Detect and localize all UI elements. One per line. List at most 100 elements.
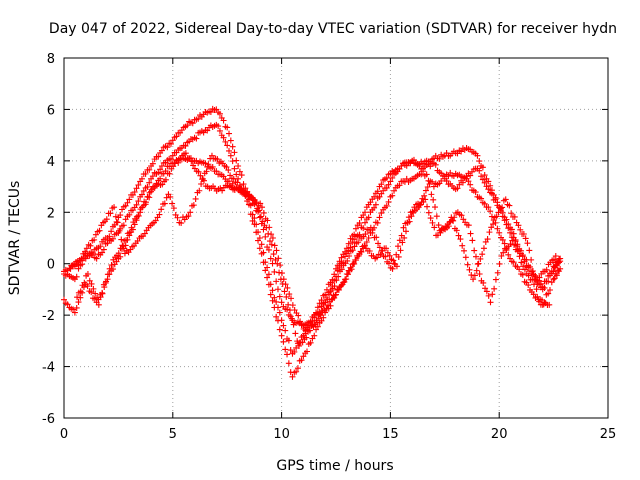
data-point <box>283 293 290 300</box>
data-point <box>344 271 351 278</box>
data-point <box>487 208 494 215</box>
data-point <box>120 222 127 229</box>
data-point <box>273 298 280 305</box>
data-point <box>258 250 265 257</box>
data-point <box>256 207 263 214</box>
data-point <box>467 230 474 237</box>
data-point <box>467 181 474 188</box>
data-point <box>155 153 162 160</box>
data-point <box>267 255 274 262</box>
data-point <box>182 142 189 149</box>
data-point <box>537 280 544 287</box>
data-point <box>375 240 382 247</box>
data-point <box>429 219 436 226</box>
data-point <box>298 321 305 328</box>
data-point <box>472 189 479 196</box>
data-point <box>187 209 194 216</box>
data-point <box>251 221 258 228</box>
data-point <box>166 170 173 177</box>
data-point <box>324 296 331 303</box>
data-point <box>473 267 480 274</box>
data-point <box>397 247 404 254</box>
data-point <box>113 218 120 225</box>
data-point <box>377 251 384 258</box>
data-point <box>140 187 147 194</box>
data-point <box>365 235 372 241</box>
data-point <box>520 230 527 237</box>
data-point <box>345 240 352 247</box>
data-point <box>487 299 494 306</box>
data-point <box>126 211 133 218</box>
data-point <box>331 283 338 290</box>
data-point <box>126 196 133 203</box>
data-point <box>141 230 148 237</box>
data-point <box>512 236 519 243</box>
data-point <box>538 297 545 304</box>
data-point <box>383 184 390 191</box>
data-point <box>332 292 339 299</box>
data-point <box>511 213 518 220</box>
data-point <box>553 272 560 279</box>
data-point <box>459 179 466 186</box>
data-point <box>278 332 285 339</box>
data-point <box>387 178 394 185</box>
data-point <box>148 186 155 193</box>
data-point <box>236 168 243 175</box>
data-point <box>395 243 402 250</box>
data-point <box>169 200 176 207</box>
y-tick-label: 0 <box>47 258 55 273</box>
data-point <box>277 262 284 269</box>
data-point <box>290 321 297 328</box>
data-point <box>299 339 306 346</box>
data-point <box>291 307 298 313</box>
data-point <box>208 152 215 159</box>
data-point <box>486 229 493 236</box>
data-point <box>396 237 403 244</box>
data-point <box>281 288 288 295</box>
data-point <box>260 209 267 216</box>
data-point <box>213 168 220 175</box>
data-point <box>293 368 300 375</box>
data-point <box>229 158 236 165</box>
plot-frame <box>63 57 609 419</box>
data-point <box>508 210 515 217</box>
data-point <box>104 271 111 278</box>
data-point <box>280 322 287 329</box>
data-point <box>430 196 437 203</box>
data-point <box>391 260 398 267</box>
data-point <box>311 321 318 328</box>
data-point <box>258 241 265 248</box>
data-point <box>485 204 492 211</box>
data-point <box>459 242 466 249</box>
data-point <box>139 204 146 211</box>
data-point <box>389 174 396 181</box>
data-point <box>285 337 292 344</box>
data-point <box>266 224 273 231</box>
data-point <box>284 351 291 358</box>
data-point <box>61 296 67 303</box>
data-point <box>454 185 461 192</box>
data-point <box>435 222 442 229</box>
data-point <box>170 205 177 212</box>
data-point <box>116 227 123 234</box>
data-point <box>501 240 508 247</box>
data-point <box>109 235 116 242</box>
data-point <box>294 365 301 372</box>
data-point <box>103 216 110 223</box>
data-point <box>77 288 84 295</box>
data-point <box>507 241 514 248</box>
data-point <box>288 315 295 322</box>
data-point <box>75 299 82 306</box>
data-point <box>107 210 114 217</box>
data-point <box>245 201 252 208</box>
data-point <box>84 283 91 290</box>
data-point <box>93 255 100 262</box>
data-point <box>173 133 180 140</box>
data-point <box>548 267 555 274</box>
data-point <box>124 199 131 206</box>
data-point <box>487 182 494 189</box>
data-point <box>161 200 168 207</box>
data-point <box>498 253 505 259</box>
data-point <box>157 166 164 173</box>
data-point <box>543 266 550 273</box>
